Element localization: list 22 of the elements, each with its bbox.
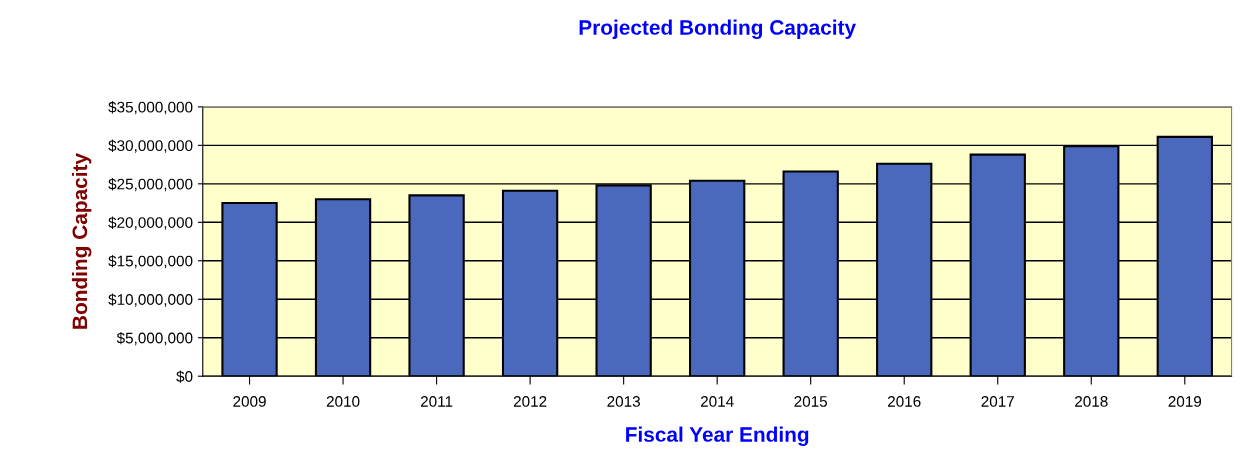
x-tick-label: 2009 — [233, 396, 266, 407]
x-tick-label: 2012 — [513, 396, 547, 407]
x-tick-label: 2016 — [888, 396, 921, 407]
y-tick-label: $20,000,000 — [108, 216, 193, 230]
x-tick-label: 2017 — [981, 396, 1014, 407]
x-tick-label: 2014 — [700, 396, 734, 407]
x-tick-label: 2010 — [326, 396, 360, 407]
x-tick-label: 2019 — [1168, 396, 1202, 407]
y-tick-label: $25,000,000 — [108, 178, 193, 192]
y-tick-label: $10,000,000 — [108, 293, 193, 307]
x-axis-title: Fiscal Year Ending — [626, 426, 809, 447]
x-tick-label: 2015 — [794, 396, 828, 407]
y-tick-label: $0 — [176, 370, 193, 383]
y-tick-label: $5,000,000 — [116, 331, 193, 346]
x-tick-label: 2011 — [420, 396, 453, 407]
y-tick-label: $30,000,000 — [108, 139, 193, 153]
x-tick-label: 2018 — [1075, 396, 1108, 407]
x-tick-label: 2013 — [607, 396, 640, 407]
y-tick-label: $35,000,000 — [108, 101, 193, 115]
chart-title: Projected Bonding Capacity — [579, 19, 856, 40]
y-tick-label: $15,000,000 — [108, 255, 193, 269]
y-axis-title: Bonding Capacity — [71, 153, 92, 329]
